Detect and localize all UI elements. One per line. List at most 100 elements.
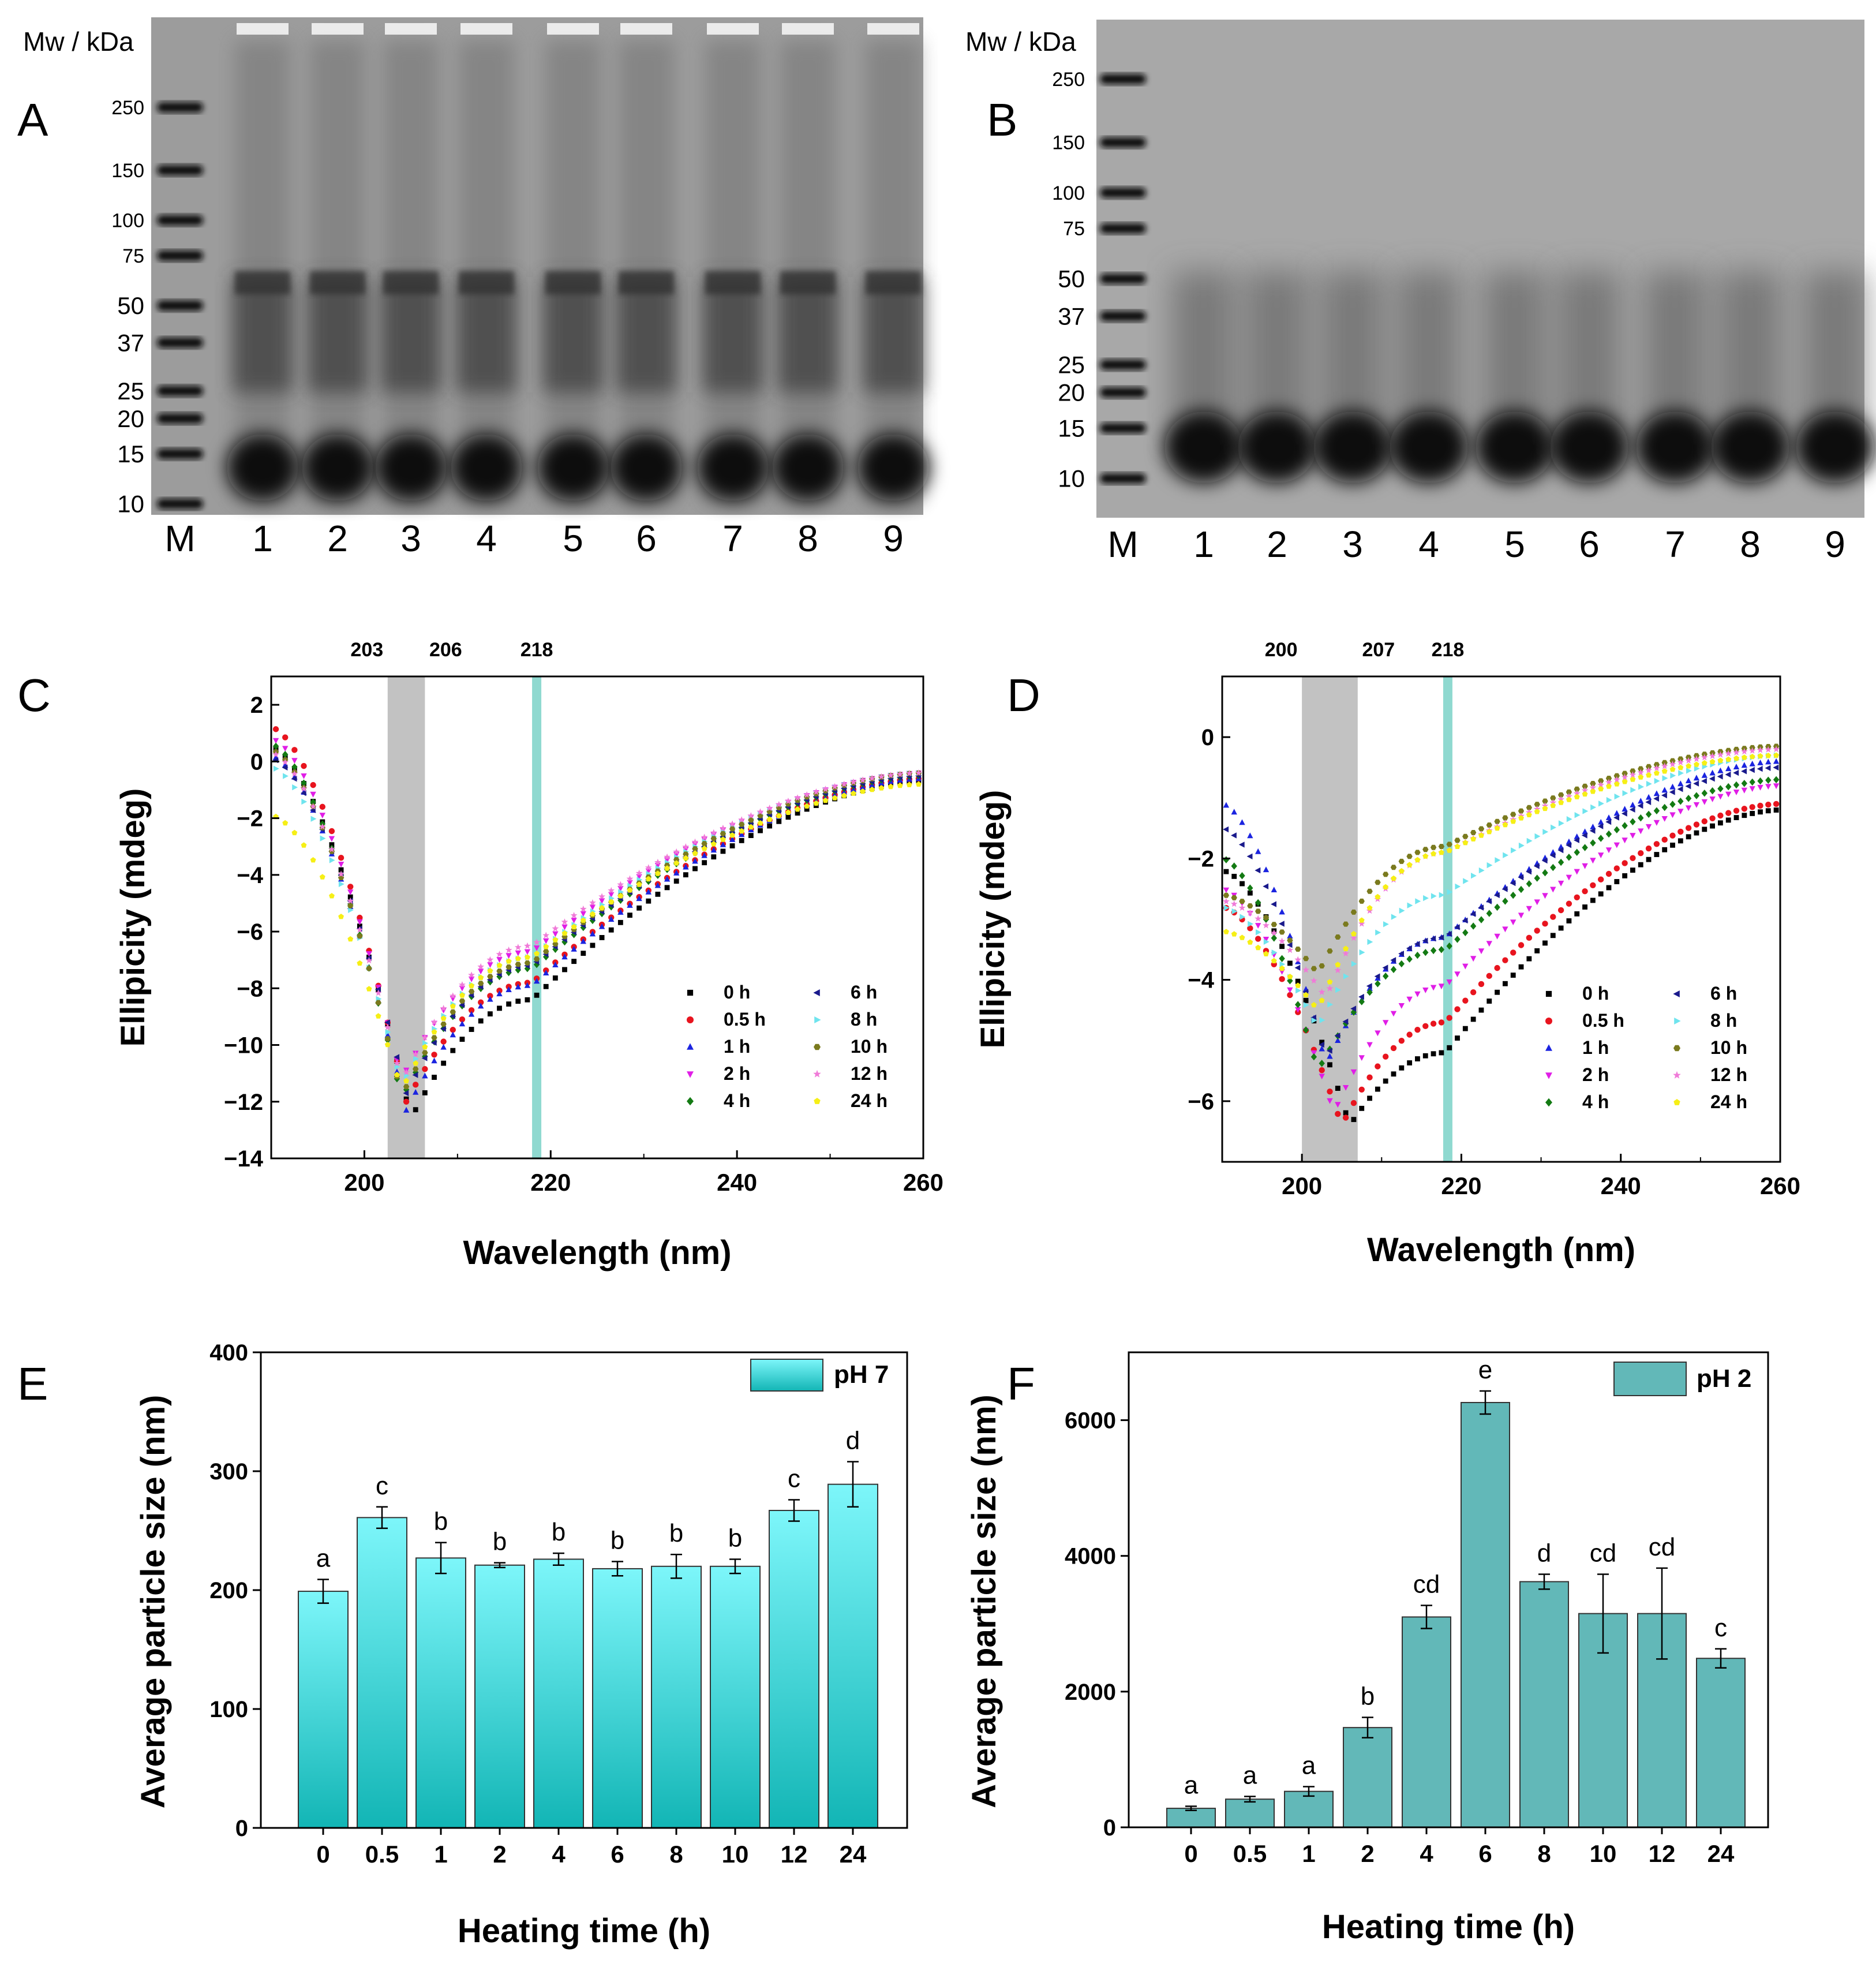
data-point (1590, 882, 1596, 888)
data-point (1486, 910, 1492, 917)
data-point (851, 790, 856, 796)
bar-group: cd 4 (1402, 1570, 1451, 1867)
data-point (1550, 887, 1556, 893)
data-point (1518, 913, 1525, 919)
series (1223, 807, 1779, 1123)
series (1223, 783, 1780, 1108)
bar (769, 1509, 819, 1828)
data-point (683, 851, 689, 857)
marker-band (157, 250, 203, 261)
data-point (282, 750, 289, 758)
data-point (1630, 787, 1637, 793)
lane-band (866, 271, 921, 294)
data-point (757, 820, 763, 826)
lane-band (1390, 412, 1468, 483)
sample-lane (1550, 271, 1628, 483)
data-point (375, 986, 381, 993)
legend-label: 8 h (1710, 1010, 1737, 1031)
data-point (1582, 828, 1588, 835)
data-point (1749, 786, 1755, 792)
data-point (1765, 758, 1772, 765)
data-point (440, 1026, 446, 1032)
data-point (449, 992, 456, 999)
data-point (795, 810, 800, 816)
legend-label: 12 h (851, 1063, 888, 1084)
data-point (1694, 761, 1699, 767)
x-tick-label: 0 (316, 1841, 329, 1868)
data-point (1677, 758, 1684, 765)
legend-label: 2 h (1582, 1064, 1609, 1085)
bar (1696, 1658, 1746, 1828)
data-point (533, 938, 540, 945)
data-point (413, 1066, 419, 1072)
data-point (366, 966, 372, 971)
data-point (1566, 789, 1572, 795)
data-point (878, 785, 885, 791)
data-point (403, 1090, 409, 1097)
data-point (803, 791, 811, 798)
data-point (1319, 963, 1325, 968)
marker-band (1100, 311, 1146, 321)
lane-smear (778, 277, 838, 392)
x-tick-label: 0.5 (365, 1841, 399, 1868)
data-point (1526, 880, 1532, 888)
data-point (1406, 996, 1413, 1003)
data-point (1310, 1053, 1317, 1061)
data-point (338, 914, 344, 919)
data-point (1246, 909, 1254, 916)
data-point (1247, 903, 1253, 908)
data-point (841, 792, 847, 798)
data-point (589, 899, 596, 906)
data-point (757, 813, 763, 818)
sample-lane (1390, 271, 1468, 483)
data-point (496, 951, 503, 958)
data-point (1551, 824, 1556, 831)
data-point (1685, 805, 1692, 812)
data-point (1673, 1099, 1680, 1105)
data-point (1542, 940, 1548, 946)
significance-letter: b (1361, 1682, 1375, 1711)
data-point (375, 1013, 381, 1019)
marker-label: 10 (117, 491, 144, 518)
data-point (1462, 929, 1469, 937)
sample-lane (375, 23, 447, 502)
data-point (1375, 1063, 1381, 1069)
data-point (1701, 818, 1708, 825)
data-point (617, 893, 624, 899)
data-point (1335, 1037, 1341, 1043)
data-point (1549, 852, 1556, 859)
legend-label: 10 h (851, 1036, 888, 1057)
data-point (1446, 1015, 1452, 1021)
data-point (1247, 925, 1253, 932)
data-point (515, 962, 521, 967)
data-point (1694, 765, 1700, 772)
y-tick-label: 0 (1103, 1815, 1116, 1841)
data-point (1709, 776, 1715, 782)
bar-group: b 10 (710, 1524, 761, 1868)
bar-group: b8 (651, 1519, 702, 1868)
teal-band (532, 676, 542, 1158)
data-point (1391, 1071, 1396, 1077)
data-point (1383, 921, 1389, 928)
data-point (1725, 810, 1732, 816)
data-point (1390, 1045, 1397, 1052)
data-point (1545, 1072, 1552, 1079)
lane-band (780, 271, 836, 294)
data-point (1725, 750, 1732, 757)
data-point (627, 880, 633, 886)
data-point (552, 937, 559, 943)
data-point (1638, 850, 1644, 857)
data-point (581, 951, 586, 956)
data-point (394, 1072, 400, 1078)
significance-letter: cd (1413, 1570, 1440, 1599)
data-point (1557, 847, 1564, 854)
series (272, 754, 922, 1113)
data-point (1358, 998, 1365, 1005)
data-point (1677, 786, 1683, 792)
data-point (1638, 862, 1643, 867)
data-point (1685, 757, 1692, 764)
data-point (1510, 812, 1516, 817)
y-tick-label: 0 (1201, 725, 1214, 750)
data-point (1518, 885, 1525, 893)
